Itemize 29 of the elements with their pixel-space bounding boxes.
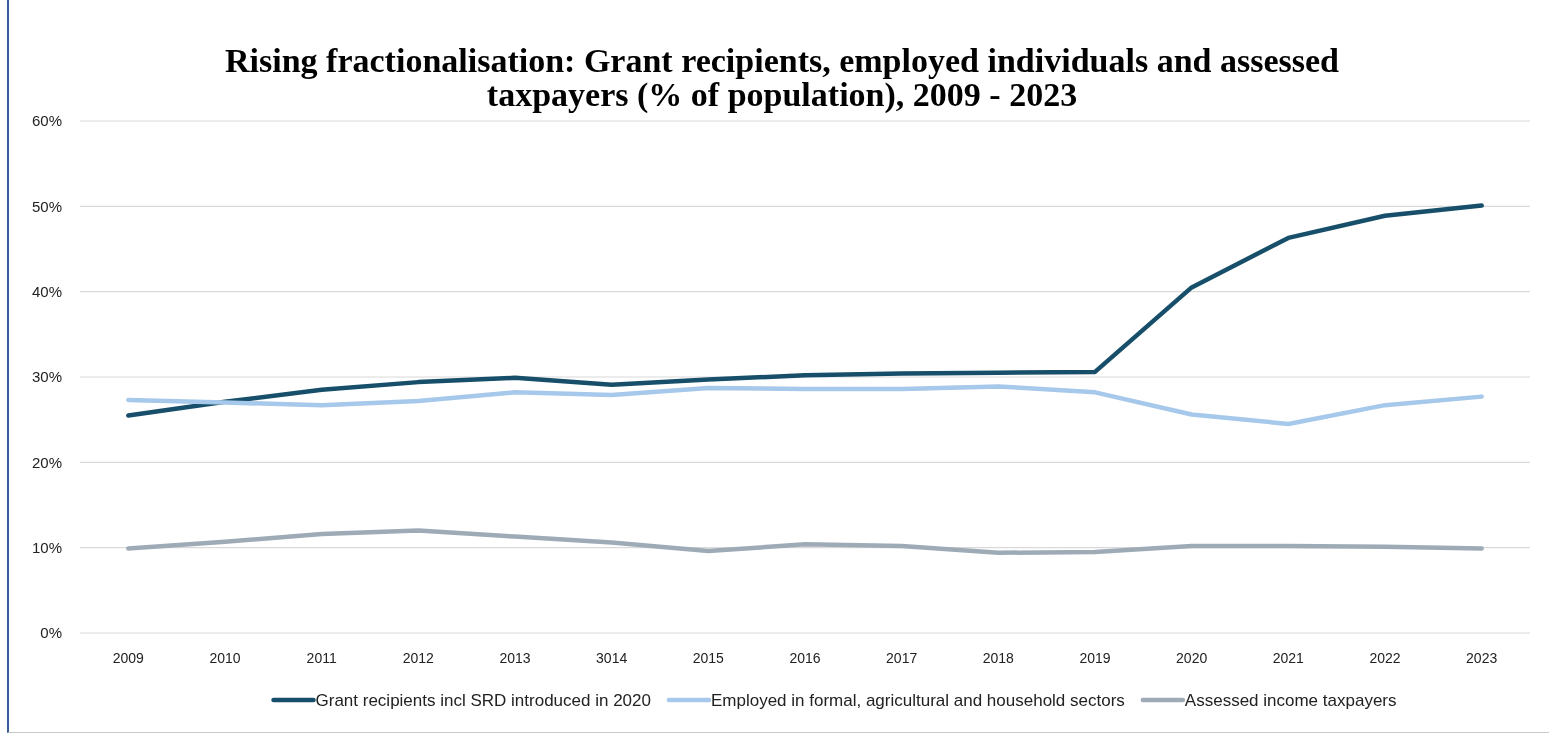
x-tick-label: 3014 [596, 649, 628, 666]
x-tick-label: 2018 [982, 649, 1015, 666]
x-tick-label: 2021 [1272, 649, 1305, 666]
legend-label: Grant recipients incl SRD introduced in 2020 [315, 691, 651, 710]
y-tick-label: 60% [31, 112, 62, 130]
x-tick-label: 2012 [402, 649, 435, 666]
x-tick-label: 2022 [1369, 649, 1401, 666]
x-tick-label: 2016 [789, 649, 821, 666]
x-tick-label: 2010 [209, 649, 241, 666]
y-tick-label: 30% [31, 368, 62, 386]
y-tick-label: 20% [31, 453, 62, 471]
x-tick-label: 2023 [1466, 649, 1498, 666]
x-tick-label: 2009 [112, 649, 145, 666]
legend-label: Employed in formal, agricultural and household sectors [710, 691, 1125, 710]
x-tick-label: 2019 [1079, 649, 1111, 666]
line-series [126, 203, 1484, 418]
y-tick-label: 40% [31, 282, 62, 300]
legend-label: Assessed income taxpayers [1184, 691, 1397, 710]
y-tick-label: 0% [40, 624, 62, 642]
line-series [126, 528, 1484, 556]
x-tick-label: 2013 [499, 649, 531, 666]
x-tick-label: 2011 [306, 649, 337, 666]
y-tick-label: 50% [31, 197, 62, 215]
line-series [126, 384, 1484, 427]
x-tick-label: 2015 [692, 649, 725, 666]
chart-title: Rising fractionalisation: Grant recipients, employed individuals and assessed taxpayers (% of population), 2009 - 2023 [225, 42, 1340, 114]
y-tick-label: 10% [31, 538, 62, 556]
x-tick-label: 2020 [1176, 649, 1208, 666]
x-tick-label: 2017 [886, 649, 918, 666]
